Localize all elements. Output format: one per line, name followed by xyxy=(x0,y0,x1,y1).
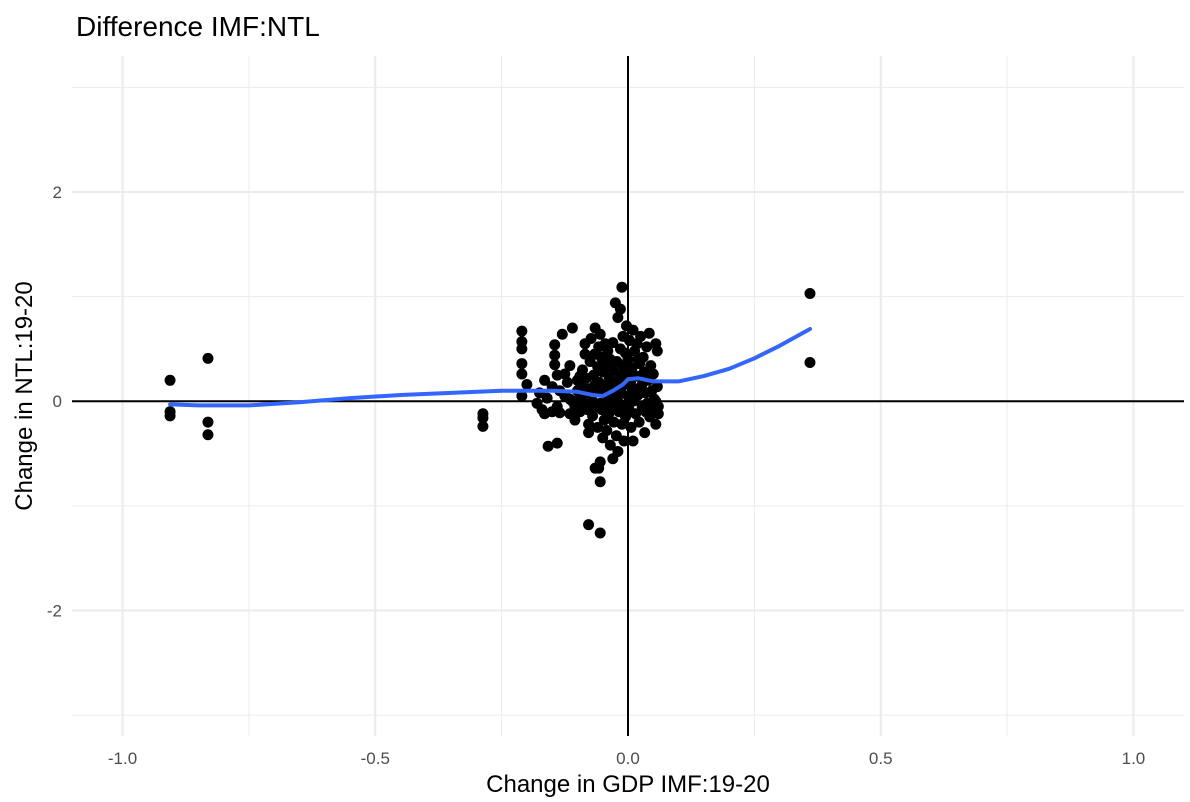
data-point xyxy=(602,345,614,357)
y-tick-label: 2 xyxy=(53,183,62,202)
data-point xyxy=(601,425,613,437)
data-point xyxy=(579,397,591,409)
data-point xyxy=(804,287,816,299)
data-point xyxy=(589,462,601,474)
data-point xyxy=(594,328,606,340)
chart-title: Difference IMF:NTL xyxy=(76,11,320,42)
data-point xyxy=(477,420,489,432)
data-point xyxy=(594,476,606,488)
data-point xyxy=(574,370,586,382)
data-point xyxy=(554,407,566,419)
y-tick-label: 0 xyxy=(53,392,62,411)
data-point xyxy=(652,408,664,420)
data-point xyxy=(650,395,662,407)
data-point xyxy=(643,327,655,339)
data-point xyxy=(627,435,639,447)
data-point xyxy=(516,325,528,337)
data-point xyxy=(616,281,628,293)
x-tick-label: 1.0 xyxy=(1122,749,1146,768)
x-tick-label: -1.0 xyxy=(108,749,137,768)
data-point xyxy=(583,418,595,430)
data-points xyxy=(164,281,816,539)
data-point xyxy=(556,328,568,340)
data-point xyxy=(614,303,626,315)
data-point xyxy=(202,416,214,428)
data-point xyxy=(541,392,553,404)
data-point xyxy=(561,376,573,388)
y-tick-labels: -2 0 2 xyxy=(47,183,62,620)
data-point xyxy=(630,387,642,399)
data-point xyxy=(516,390,528,402)
data-point xyxy=(618,435,630,447)
x-tick-label: 0.5 xyxy=(869,749,893,768)
data-point xyxy=(583,519,595,531)
data-point xyxy=(607,337,619,349)
data-point xyxy=(566,322,578,334)
data-point xyxy=(477,412,489,424)
data-point xyxy=(804,357,816,369)
data-point xyxy=(640,406,652,418)
data-point xyxy=(587,410,599,422)
data-point xyxy=(645,360,657,372)
data-point xyxy=(559,368,571,380)
data-point xyxy=(622,353,634,365)
data-point xyxy=(164,410,176,422)
data-point xyxy=(549,339,561,351)
data-point xyxy=(632,353,644,365)
data-point xyxy=(585,332,597,344)
smooth-curve xyxy=(168,327,812,408)
data-point xyxy=(627,324,639,336)
data-point xyxy=(647,368,659,380)
y-tick-label: -2 xyxy=(47,601,62,620)
data-point xyxy=(650,418,662,430)
data-point xyxy=(539,374,551,386)
x-axis-title: Change in GDP IMF:19-20 xyxy=(486,771,770,798)
data-point xyxy=(542,440,554,452)
data-point xyxy=(564,360,576,372)
data-point xyxy=(549,349,561,361)
x-tick-label: -0.5 xyxy=(361,749,390,768)
data-point xyxy=(516,368,528,380)
data-point xyxy=(164,374,176,386)
data-point xyxy=(583,427,595,439)
data-point xyxy=(633,416,645,428)
data-point xyxy=(607,453,619,465)
x-tick-labels: -1.0 -0.5 0.0 0.5 1.0 xyxy=(108,749,1145,768)
data-point xyxy=(564,408,576,420)
data-point xyxy=(521,378,533,390)
data-point xyxy=(592,421,604,433)
data-point xyxy=(589,378,601,390)
smooth-line xyxy=(168,327,812,408)
data-point xyxy=(202,352,214,364)
data-point xyxy=(612,312,624,324)
data-point xyxy=(516,343,528,355)
x-tick-label: 0.0 xyxy=(616,749,640,768)
data-point xyxy=(594,527,606,539)
data-point xyxy=(651,381,663,393)
data-point xyxy=(641,341,653,353)
data-point xyxy=(630,408,642,420)
data-point xyxy=(516,358,528,370)
data-point xyxy=(599,404,611,416)
data-point xyxy=(639,427,651,439)
data-point xyxy=(625,421,637,433)
data-point xyxy=(202,429,214,441)
data-point xyxy=(635,330,647,342)
data-point xyxy=(551,437,563,449)
y-axis-title: Change in NTL:19-20 xyxy=(11,281,38,510)
data-point xyxy=(549,359,561,371)
data-point xyxy=(651,345,663,357)
data-point xyxy=(604,439,616,451)
